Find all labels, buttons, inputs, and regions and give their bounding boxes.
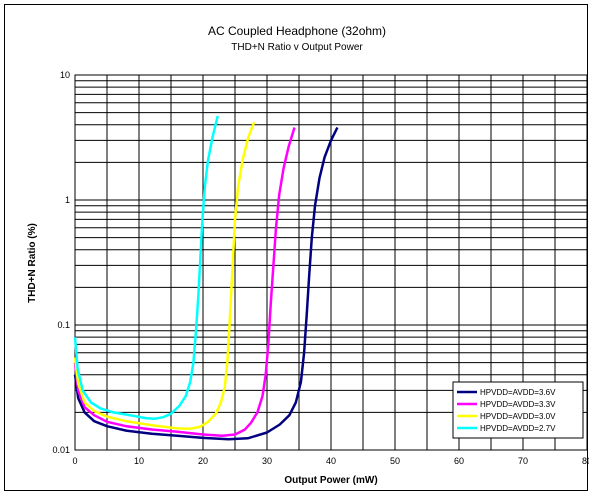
chart-frame: AC Coupled Headphone (32ohm) THD+N Ratio… xyxy=(4,4,589,491)
legend-label: HPVDD=AVDD=3.0V xyxy=(480,412,556,421)
x-axis-label: Output Power (mW) xyxy=(284,475,377,486)
thd-chart: AC Coupled Headphone (32ohm) THD+N Ratio… xyxy=(27,24,589,486)
y-tick-label: 0.01 xyxy=(52,445,70,455)
x-tick-label: 70 xyxy=(518,456,528,466)
legend-label: HPVDD=AVDD=3.6V xyxy=(480,388,556,397)
y-axis-label: THD+N Ratio (%) xyxy=(27,223,38,303)
y-tick-label: 10 xyxy=(60,70,70,80)
x-tick-label: 0 xyxy=(72,456,77,466)
x-tick-label: 20 xyxy=(198,456,208,466)
x-tick-label: 50 xyxy=(390,456,400,466)
x-tick-label: 60 xyxy=(454,456,464,466)
y-tick-label: 1 xyxy=(65,195,70,205)
legend-label: HPVDD=AVDD=2.7V xyxy=(480,424,556,433)
x-tick-label: 10 xyxy=(134,456,144,466)
axis-ticks: 0 10 20 30 40 50 60 70 80 0.01 0.1 1 10 xyxy=(52,70,589,466)
legend: HPVDD=AVDD=3.6V HPVDD=AVDD=3.3V HPVDD=AVDD… xyxy=(452,381,584,439)
x-tick-label: 30 xyxy=(262,456,272,466)
series-line-1 xyxy=(73,126,339,441)
chart-title: AC Coupled Headphone (32ohm) xyxy=(208,24,386,38)
x-tick-label: 80 xyxy=(582,456,589,466)
series-layer xyxy=(73,115,339,441)
series-line-3 xyxy=(73,121,256,430)
series-line-4 xyxy=(73,115,219,420)
y-tick-label: 0.1 xyxy=(57,320,70,330)
legend-label: HPVDD=AVDD=3.3V xyxy=(480,400,556,409)
x-tick-label: 40 xyxy=(326,456,336,466)
series-line-2 xyxy=(73,127,296,438)
chart-subtitle: THD+N Ratio v Output Power xyxy=(231,42,363,53)
